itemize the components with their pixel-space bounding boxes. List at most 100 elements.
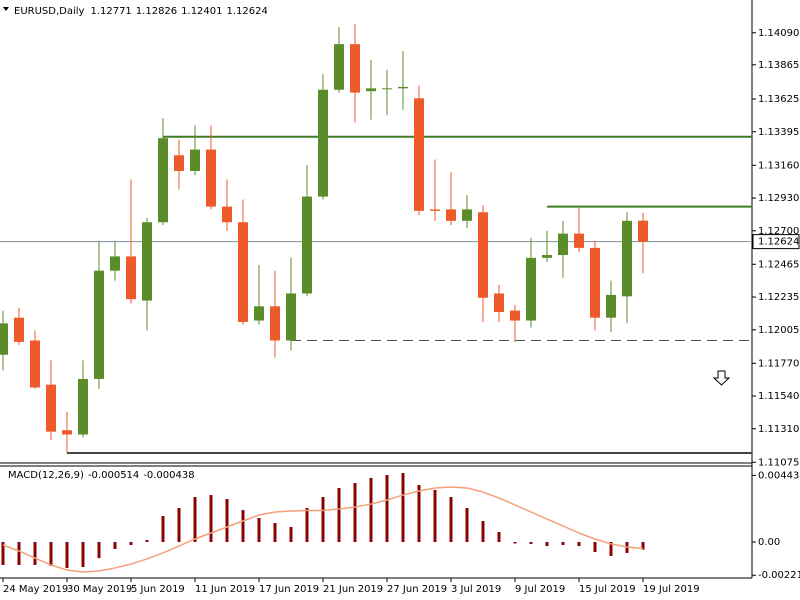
- y-tick-label: 1.12465: [758, 259, 799, 270]
- macd-bar: [1, 542, 5, 565]
- macd-bar: [433, 489, 437, 542]
- y-tick-label: 1.12700: [758, 226, 799, 237]
- macd-bar: [241, 510, 245, 542]
- macd-bar: [305, 507, 309, 542]
- candle-body: [462, 209, 472, 221]
- macd-bar: [529, 542, 533, 544]
- low-value: 1.12401: [181, 6, 222, 17]
- candle-body: [302, 196, 312, 294]
- candle-body: [526, 257, 536, 321]
- y-tick-label: 1.13160: [758, 160, 799, 171]
- candle-body: [14, 317, 24, 342]
- macd-bar: [465, 507, 469, 542]
- macd-bar: [641, 542, 645, 550]
- sell-arrow-icon: [712, 370, 731, 386]
- x-tick-label: 9 Jul 2019: [515, 584, 565, 595]
- macd-bar: [513, 542, 517, 544]
- macd-bar: [481, 521, 485, 542]
- macd-bar: [33, 542, 37, 565]
- candle-body: [430, 209, 440, 211]
- macd-bar: [193, 497, 197, 542]
- macd-bar: [545, 542, 549, 547]
- macd-bar: [49, 542, 53, 566]
- macd-bar: [417, 485, 421, 542]
- y-tick-label: 1.12235: [758, 292, 799, 303]
- candle-body: [510, 310, 520, 321]
- macd-bar: [289, 527, 293, 542]
- macd-header: MACD(12,26,9) -0.000514 -0.000438: [8, 470, 195, 481]
- macd-bar: [209, 495, 213, 542]
- candle-body: [478, 212, 488, 298]
- macd-bar: [129, 542, 133, 545]
- last-price-box: [752, 234, 800, 250]
- y-tick-label: 1.12930: [758, 193, 799, 204]
- macd-bar: [273, 522, 277, 542]
- candle-body: [110, 256, 120, 271]
- candle-body: [190, 149, 200, 171]
- x-tick-label: 17 Jun 2019: [259, 584, 319, 595]
- candle-body: [30, 340, 40, 388]
- candle-body: [350, 44, 360, 93]
- macd-bar: [225, 498, 229, 542]
- candle-body: [158, 138, 168, 223]
- macd-bar: [161, 516, 165, 542]
- candle-body: [334, 44, 344, 90]
- candle-body: [222, 206, 232, 223]
- macd-bar: [257, 518, 261, 542]
- candle-body: [574, 233, 584, 248]
- x-tick-label: 15 Jul 2019: [579, 584, 636, 595]
- x-tick-label: 11 Jun 2019: [195, 584, 255, 595]
- y-tick-label: 1.11310: [758, 424, 799, 435]
- macd-bar: [113, 542, 117, 550]
- x-tick-label: 3 Jul 2019: [451, 584, 501, 595]
- candle-body: [238, 222, 248, 322]
- y-tick-label: 0.004437: [758, 470, 800, 481]
- macd-bar: [593, 542, 597, 553]
- candle-body: [590, 247, 600, 318]
- candle-body: [174, 155, 184, 171]
- candle-body: [94, 270, 104, 379]
- candle-body: [254, 306, 264, 321]
- y-tick-label: 1.12005: [758, 325, 799, 336]
- macd-bar: [177, 507, 181, 542]
- x-tick-label: 19 Jul 2019: [643, 584, 700, 595]
- y-tick-label: -0.002216: [758, 570, 800, 581]
- candle-body: [46, 384, 56, 432]
- candle-body: [206, 149, 216, 207]
- x-tick-label: 30 May 2019: [67, 584, 132, 595]
- candle-body: [494, 293, 504, 312]
- macd-title: MACD(12,26,9): [8, 470, 84, 481]
- candle-body: [382, 88, 392, 90]
- macd-bar: [353, 483, 357, 542]
- macd-bar: [561, 542, 565, 545]
- y-tick-label: 1.11075: [758, 457, 799, 468]
- macd-bar: [321, 497, 325, 542]
- candle-body: [606, 294, 616, 318]
- candle-body: [0, 323, 8, 355]
- macd-bar: [449, 497, 453, 542]
- close-value: 1.12624: [227, 6, 268, 17]
- candle-body: [366, 88, 376, 92]
- candle-body: [622, 220, 632, 297]
- macd-bar: [609, 542, 613, 556]
- x-tick-label: 27 Jun 2019: [387, 584, 447, 595]
- candle-body: [126, 256, 136, 300]
- signal-line: [2, 486, 644, 573]
- macd-bar: [145, 540, 149, 542]
- macd-bar: [337, 488, 341, 542]
- macd-value: -0.000514: [88, 470, 139, 481]
- macd-bar: [97, 542, 101, 559]
- candle-body: [558, 233, 568, 256]
- macd-bar: [65, 542, 69, 568]
- macd-bar: [401, 473, 405, 542]
- candle-body: [446, 209, 456, 221]
- candle-body: [142, 222, 152, 301]
- last-price-label: 1.12624: [758, 237, 799, 248]
- y-tick-label: 1.11770: [758, 358, 799, 369]
- y-tick-label: 1.13395: [758, 127, 799, 138]
- candle-body: [78, 378, 88, 435]
- candle-body: [398, 86, 408, 89]
- candle-body: [270, 306, 280, 341]
